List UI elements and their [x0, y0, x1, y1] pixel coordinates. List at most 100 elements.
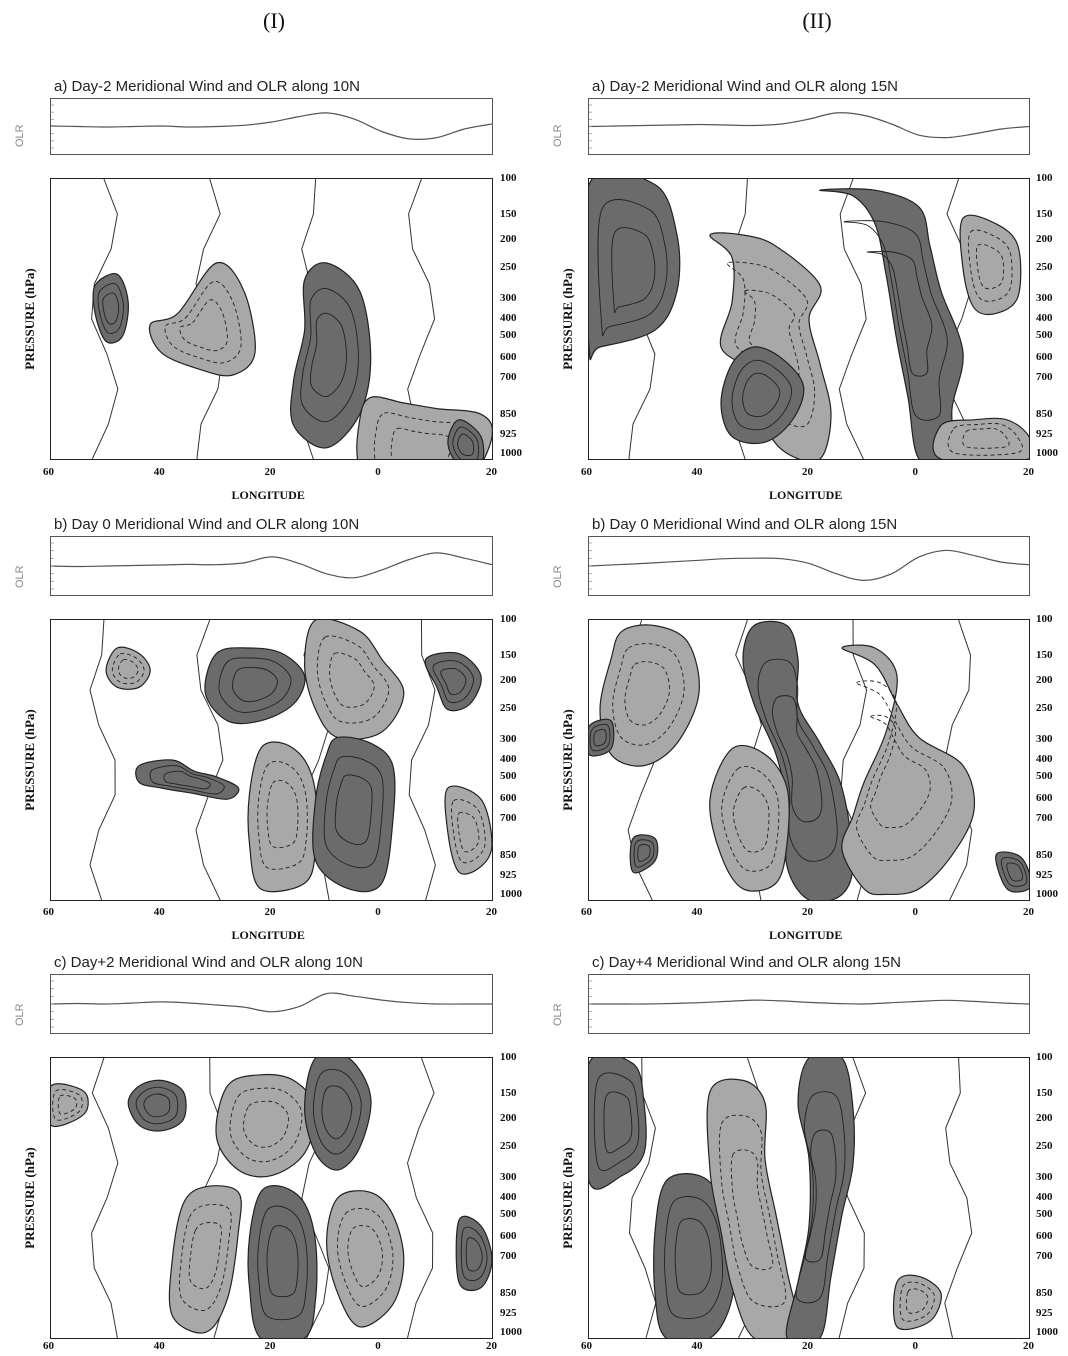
- panel-3-xtick-4: 0: [375, 906, 381, 918]
- panel-2-contour-plot: [589, 179, 1029, 459]
- panel-6-pressure-tick-850: 850: [1036, 1286, 1053, 1299]
- panel-4-negative-region-4: [709, 744, 790, 892]
- panel-6-xtick-4: 0: [912, 1340, 919, 1352]
- panel-1-xtick-2: 40: [153, 466, 165, 478]
- panel-4-pressure-tick-925: 925: [1036, 868, 1053, 881]
- panel-3-xtick-2: 40: [153, 906, 165, 918]
- column-header-i: (I): [263, 8, 285, 33]
- panel-1-pressure-tick-700: 700: [500, 371, 517, 384]
- panel-4-olr-plot: [589, 542, 1029, 590]
- panel-4-contour-box: [588, 619, 1030, 901]
- panel-6-xtick-5: 20: [1023, 1340, 1034, 1352]
- panel-5-ylabel: PRESSURE (hPa): [22, 1147, 37, 1249]
- panel-5-contour-box: [50, 1057, 493, 1339]
- panel-3-negative-region-8: [444, 785, 492, 875]
- panel-2-pressure-tick-400: 400: [1036, 312, 1053, 324]
- panel-3-pressure-tick-100: 100: [500, 613, 517, 625]
- panel-6-pressure-tick-925: 925: [1036, 1306, 1053, 1319]
- panel-1-olr-plot: [51, 104, 492, 149]
- panel-3-xlabel: LONGITUDE: [231, 928, 305, 942]
- panel-3-negative-region-1: [105, 646, 151, 690]
- panel-5-title: c) Day+2 Meridional Wind and OLR along 1…: [54, 954, 363, 971]
- panel-2-olr-box: [588, 98, 1030, 155]
- panel-3-pressure-tick-925: 925: [500, 868, 517, 881]
- panel-2-pressure-tick-150: 150: [1036, 207, 1053, 220]
- panel-3-pressure-tick-600: 600: [500, 792, 517, 805]
- panel-1-pressure-tick-250: 250: [500, 261, 517, 274]
- panel-6-pressure-tick-250: 250: [1036, 1140, 1053, 1153]
- panel-3-negative-region-3: [303, 620, 405, 741]
- panel-2-pressure-tick-250: 250: [1036, 261, 1053, 274]
- panel-6-pressure-tick-1000: 1000: [1036, 1326, 1058, 1339]
- panel-3-title: b) Day 0 Meridional Wind and OLR along 1…: [54, 516, 360, 533]
- panel-6-zero-contour: [838, 1058, 867, 1338]
- panel-1-olr-label: OLR: [14, 124, 26, 147]
- panel-2-ylabel: PRESSURE (hPa): [560, 268, 575, 370]
- panel-1-pressure-tick-600: 600: [500, 351, 517, 364]
- panel-3-olr-label: OLR: [14, 565, 26, 588]
- panel-4-xtick-4: 0: [912, 906, 919, 918]
- panel-2-title: a) Day-2 Meridional Wind and OLR along 1…: [592, 78, 898, 95]
- panel-4-pressure-tick-400: 400: [1036, 753, 1053, 765]
- panel-2-xtick-5: 20: [1023, 466, 1034, 478]
- panel-5-pressure-tick-300: 300: [500, 1171, 517, 1184]
- panel-1-xtick-4: 0: [375, 466, 381, 478]
- panel-2-pressure-tick-1000: 1000: [1036, 447, 1058, 460]
- panel-2-xtick-2: 40: [691, 466, 703, 478]
- panel-6-xtick-2: 40: [691, 1340, 703, 1352]
- panel-4-xlabel: LONGITUDE: [769, 928, 843, 942]
- panel-6-pressure-tick-200: 200: [1036, 1112, 1053, 1125]
- panel-6-pressure-tick-500: 500: [1036, 1207, 1053, 1220]
- panel-3-positive-region-5: [135, 759, 240, 800]
- panel-2-xtick-1: 60: [581, 466, 592, 478]
- panel-2-olr-line: [589, 112, 1029, 139]
- panel-6-pressure-tick-400: 400: [1036, 1191, 1053, 1203]
- panel-1-positive-region-3: [290, 262, 372, 449]
- panel-1-pressure-tick-500: 500: [500, 328, 517, 341]
- panel-1-pressure-tick-1000: 1000: [500, 447, 522, 460]
- panel-3-pressure-tick-400: 400: [500, 753, 517, 765]
- panel-3-zero-contour: [89, 620, 116, 900]
- panel-5-positive-region-4: [303, 1058, 372, 1171]
- panel-2-pressure-tick-850: 850: [1036, 407, 1053, 420]
- panel-5-negative-region-1: [51, 1083, 89, 1127]
- panel-1-pressure-tick-400: 400: [500, 312, 517, 324]
- panel-3-pressure-tick-300: 300: [500, 733, 517, 746]
- panel-5-pressure-tick-400: 400: [500, 1191, 517, 1203]
- panel-1-positive-region-1: [92, 273, 129, 344]
- panel-3-pressure-tick-850: 850: [500, 848, 517, 861]
- panel-6-positive-region-4: [785, 1058, 855, 1338]
- panel-1-title: a) Day-2 Meridional Wind and OLR along 1…: [54, 78, 360, 95]
- panel-3-pressure-tick-500: 500: [500, 769, 517, 782]
- panel-6-olr-line: [589, 999, 1029, 1005]
- panel-1-positive-region-5: [447, 419, 485, 459]
- panel-3-pressure-tick-1000: 1000: [500, 888, 522, 901]
- panel-4-pressure-tick-850: 850: [1036, 848, 1053, 861]
- panel-1-pressure-tick-925: 925: [500, 427, 517, 440]
- panel-2-pressure-tick-600: 600: [1036, 351, 1053, 364]
- panel-4-xtick-2: 40: [691, 906, 703, 918]
- panel-5-pressure-tick-925: 925: [500, 1306, 517, 1319]
- panel-3-xtick-5: 20: [486, 906, 497, 918]
- panel-6-pressure-tick-700: 700: [1036, 1250, 1053, 1263]
- panel-5-xtick-3: 20: [264, 1340, 276, 1352]
- panel-4-contour-plot: [589, 620, 1029, 900]
- panel-5-pressure-tick-100: 100: [500, 1051, 517, 1063]
- panel-5-pressure-tick-600: 600: [500, 1230, 517, 1243]
- panel-3-pressure-tick-250: 250: [500, 702, 517, 715]
- panel-2-olr-plot: [589, 104, 1029, 149]
- panel-6-pressure-tick-600: 600: [1036, 1230, 1053, 1243]
- panel-5-xtick-1: 60: [43, 1340, 54, 1352]
- panel-3-pressure-tick-200: 200: [500, 674, 517, 687]
- panel-6-olr-plot: [589, 980, 1029, 1028]
- panel-5-pressure-tick-850: 850: [500, 1286, 517, 1299]
- panel-5-olr-box: [50, 974, 493, 1034]
- panel-5-negative-region-3: [215, 1073, 317, 1178]
- panel-4-pressure-tick-300: 300: [1036, 733, 1053, 746]
- panel-2-contour-box: [588, 178, 1030, 460]
- panel-4-pressure-tick-150: 150: [1036, 648, 1053, 661]
- panel-2-pressure-tick-300: 300: [1036, 292, 1053, 305]
- panel-4-xtick-1: 60: [581, 906, 592, 918]
- panel-3-xtick-1: 60: [43, 906, 54, 918]
- panel-6-xtick-3: 20: [802, 1340, 813, 1352]
